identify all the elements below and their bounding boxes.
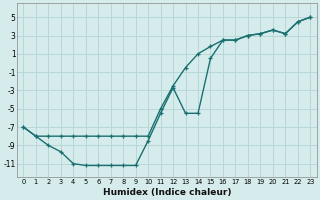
X-axis label: Humidex (Indice chaleur): Humidex (Indice chaleur) bbox=[103, 188, 231, 197]
